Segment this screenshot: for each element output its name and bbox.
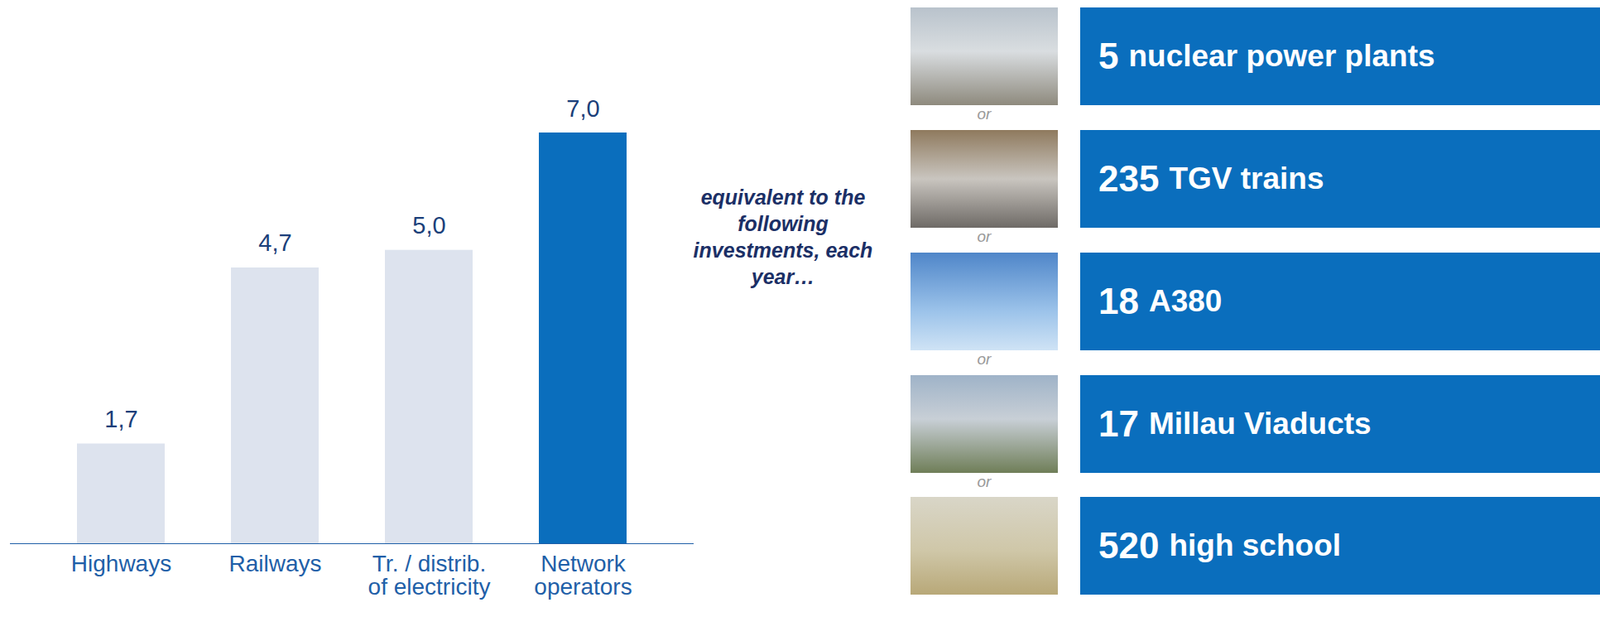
html-text:or: or bbox=[977, 227, 992, 246]
svg-text:7,0: 7,0 bbox=[566, 95, 600, 122]
svg-text:Highways: Highways bbox=[71, 550, 172, 577]
svg-text:Railways: Railways bbox=[228, 550, 322, 577]
html-text:or: or bbox=[977, 350, 992, 368]
svg-text:5,0: 5,0 bbox=[412, 211, 446, 239]
svg-text:Tr. / distrib.of electricity: Tr. / distrib.of electricity bbox=[368, 550, 491, 600]
html-text:235 TGV trains: 235 TGV trains bbox=[1098, 158, 1324, 199]
html-text:or: or bbox=[977, 105, 992, 123]
svg-text:Networkoperators: Networkoperators bbox=[533, 550, 632, 600]
svg-text:4,7: 4,7 bbox=[258, 229, 292, 256]
html-text:equivalent to the following in: equivalent to the following investments,… bbox=[693, 185, 873, 289]
html-text:18 A380: 18 A380 bbox=[1098, 280, 1223, 322]
html-text:520 high school: 520 high school bbox=[1098, 524, 1341, 566]
html-text:5 nuclear power plants: 5 nuclear power plants bbox=[1098, 35, 1435, 77]
html-text:or: or bbox=[977, 472, 992, 491]
svg-text:1,7: 1,7 bbox=[104, 405, 138, 433]
html-text:17 Millau Viaducts: 17 Millau Viaducts bbox=[1098, 403, 1372, 444]
